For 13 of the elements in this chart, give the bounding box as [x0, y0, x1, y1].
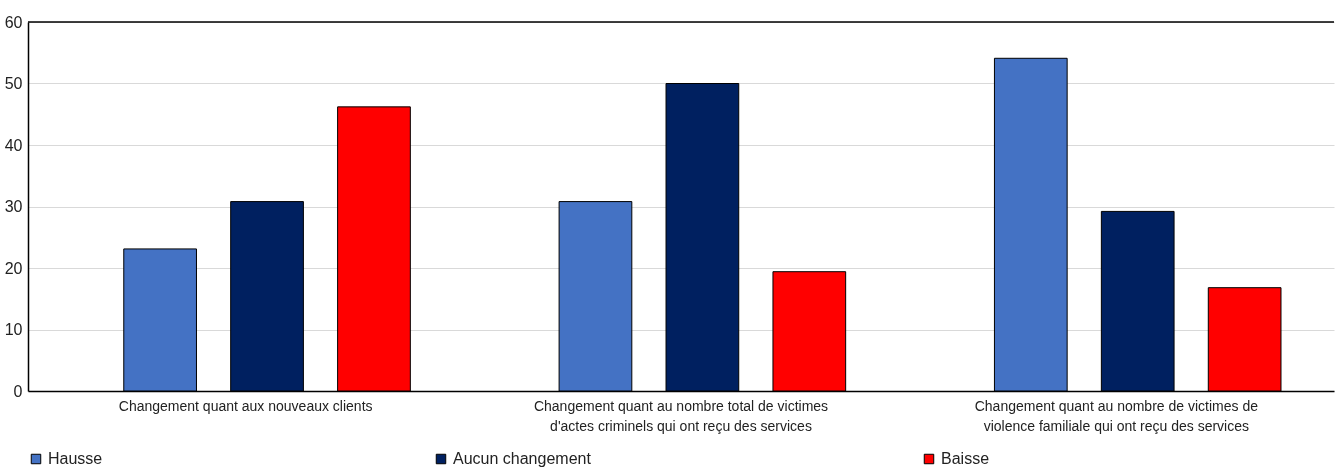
x-tick-label: Changement quant au nombre total de victimes d'actes criminels qui ont reçu des services — [533, 397, 829, 434]
y-tick-label: 30 — [4, 198, 23, 215]
y-tick-label: 60 — [4, 13, 23, 31]
legend-label: Baisse — [941, 450, 990, 467]
y-tick-label: 10 — [4, 321, 23, 338]
y-tick-label: 0 — [13, 382, 23, 400]
legend-label: Hausse — [48, 450, 103, 467]
x-tick-label: Changement quant au nombre de victimes de violence familiale qui ont reçu des services — [974, 397, 1259, 434]
y-tick-label: 20 — [4, 259, 23, 277]
y-tick-label: 50 — [4, 75, 23, 92]
legend-label: Aucun changement — [453, 450, 592, 467]
y-tick-label: 40 — [4, 136, 23, 154]
x-tick-label: Changement quant aux nouveaux clients — [118, 397, 373, 414]
